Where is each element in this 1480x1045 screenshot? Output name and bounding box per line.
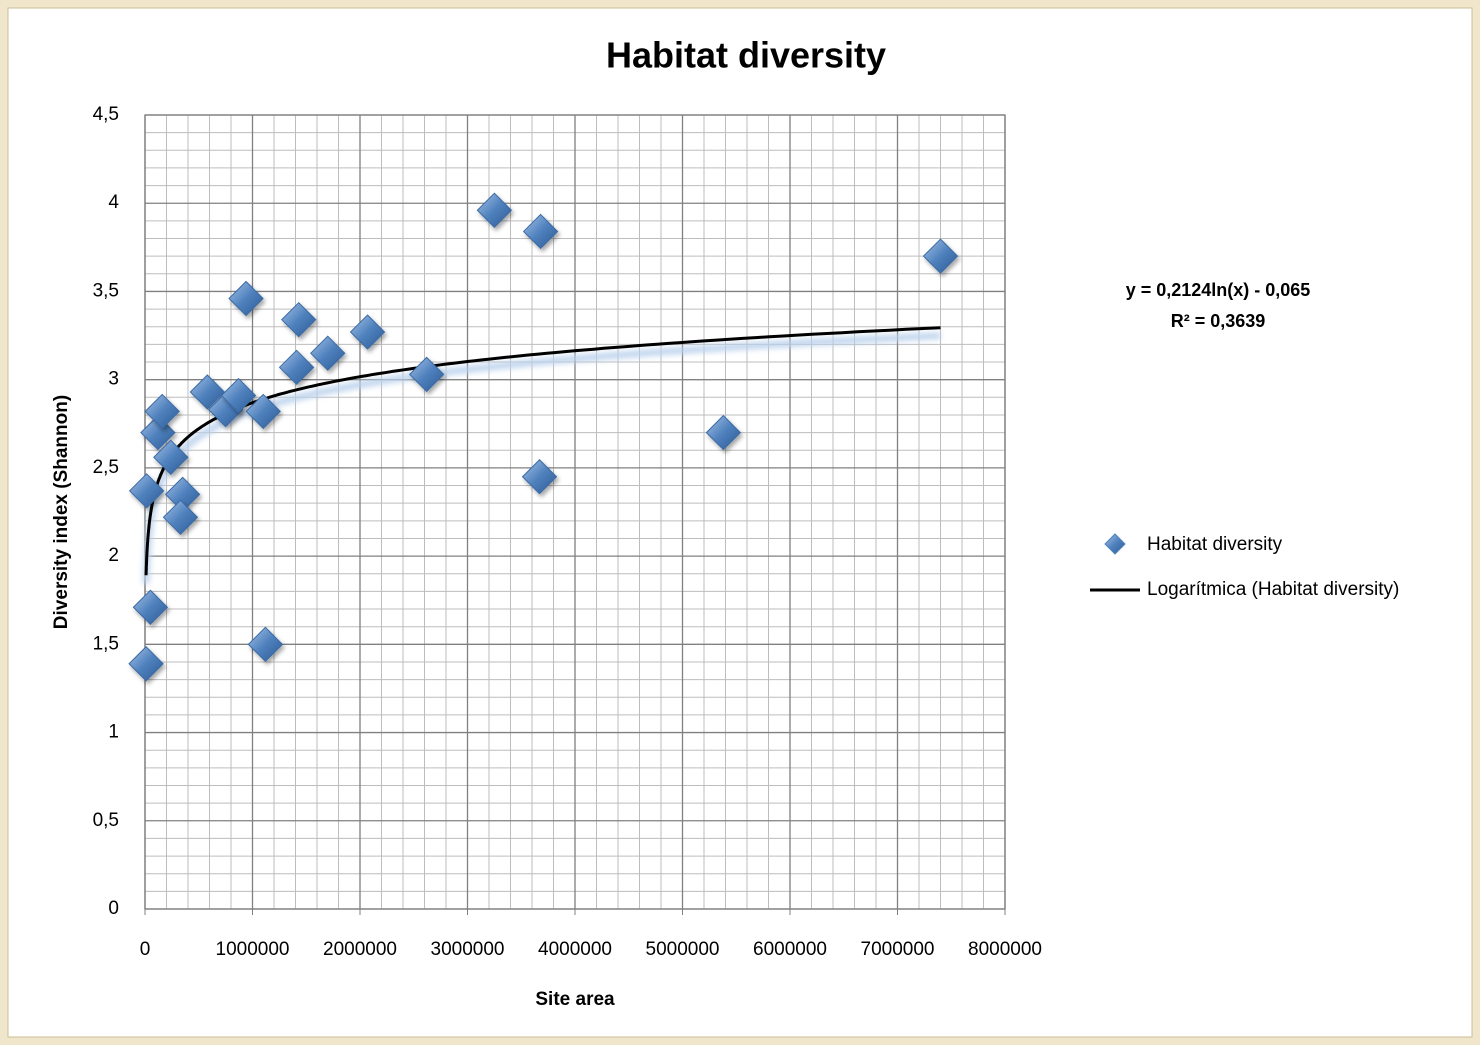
y-tick-label: 1,5 bbox=[93, 633, 119, 654]
legend-label: Habitat diversity bbox=[1147, 534, 1283, 555]
data-point bbox=[705, 414, 742, 451]
x-tick-label: 7000000 bbox=[861, 939, 935, 960]
data-point bbox=[128, 473, 165, 509]
data-point bbox=[408, 356, 445, 393]
data-point bbox=[132, 589, 169, 625]
data-point bbox=[228, 280, 264, 317]
data-point bbox=[476, 192, 513, 228]
y-tick-label: 4 bbox=[108, 192, 119, 213]
data-point bbox=[153, 439, 189, 476]
data-point bbox=[310, 335, 346, 371]
data-point bbox=[128, 646, 164, 682]
x-tick-label: 0 bbox=[140, 939, 151, 960]
data-point bbox=[162, 499, 199, 536]
data-point bbox=[521, 459, 558, 495]
data-point bbox=[245, 393, 281, 430]
x-tick-label: 6000000 bbox=[753, 939, 827, 960]
data-point bbox=[278, 349, 315, 386]
x-tick-label: 5000000 bbox=[646, 939, 720, 960]
data-point bbox=[247, 626, 284, 663]
y-tick-label: 1 bbox=[108, 722, 119, 743]
trendline-equation: y = 0,2124ln(x) - 0,065 bbox=[1126, 280, 1311, 300]
plot-frame bbox=[144, 114, 1006, 910]
data-point bbox=[349, 314, 386, 350]
data-point bbox=[522, 213, 559, 250]
x-tick-label: 1000000 bbox=[216, 939, 290, 960]
x-axis-label: Site area bbox=[535, 989, 615, 1010]
chart-area bbox=[7, 7, 1473, 1038]
y-tick-label: 0,5 bbox=[93, 810, 119, 831]
y-tick-label: 2 bbox=[108, 545, 119, 566]
trendline-r2: R² = 0,3639 bbox=[1171, 311, 1266, 331]
data-point bbox=[189, 374, 226, 410]
y-tick-label: 3 bbox=[108, 369, 119, 390]
x-tick-label: 3000000 bbox=[431, 939, 505, 960]
y-tick-label: 2,5 bbox=[93, 457, 119, 478]
data-point bbox=[922, 238, 959, 274]
y-tick-label: 0 bbox=[108, 898, 119, 919]
data-point bbox=[220, 377, 257, 414]
chart-title: Habitat diversity bbox=[606, 35, 886, 76]
legend-label: Logarítmica (Habitat diversity) bbox=[1147, 579, 1399, 600]
y-tick-label: 4,5 bbox=[93, 104, 119, 125]
x-tick-label: 2000000 bbox=[323, 939, 397, 960]
legend-marker bbox=[1104, 533, 1126, 555]
y-tick-label: 3,5 bbox=[93, 280, 119, 301]
data-point bbox=[281, 301, 317, 338]
data-point bbox=[144, 393, 180, 430]
x-tick-label: 8000000 bbox=[968, 939, 1042, 960]
y-axis-label: Diversity index (Shannon) bbox=[51, 395, 72, 629]
x-tick-label: 4000000 bbox=[538, 939, 612, 960]
